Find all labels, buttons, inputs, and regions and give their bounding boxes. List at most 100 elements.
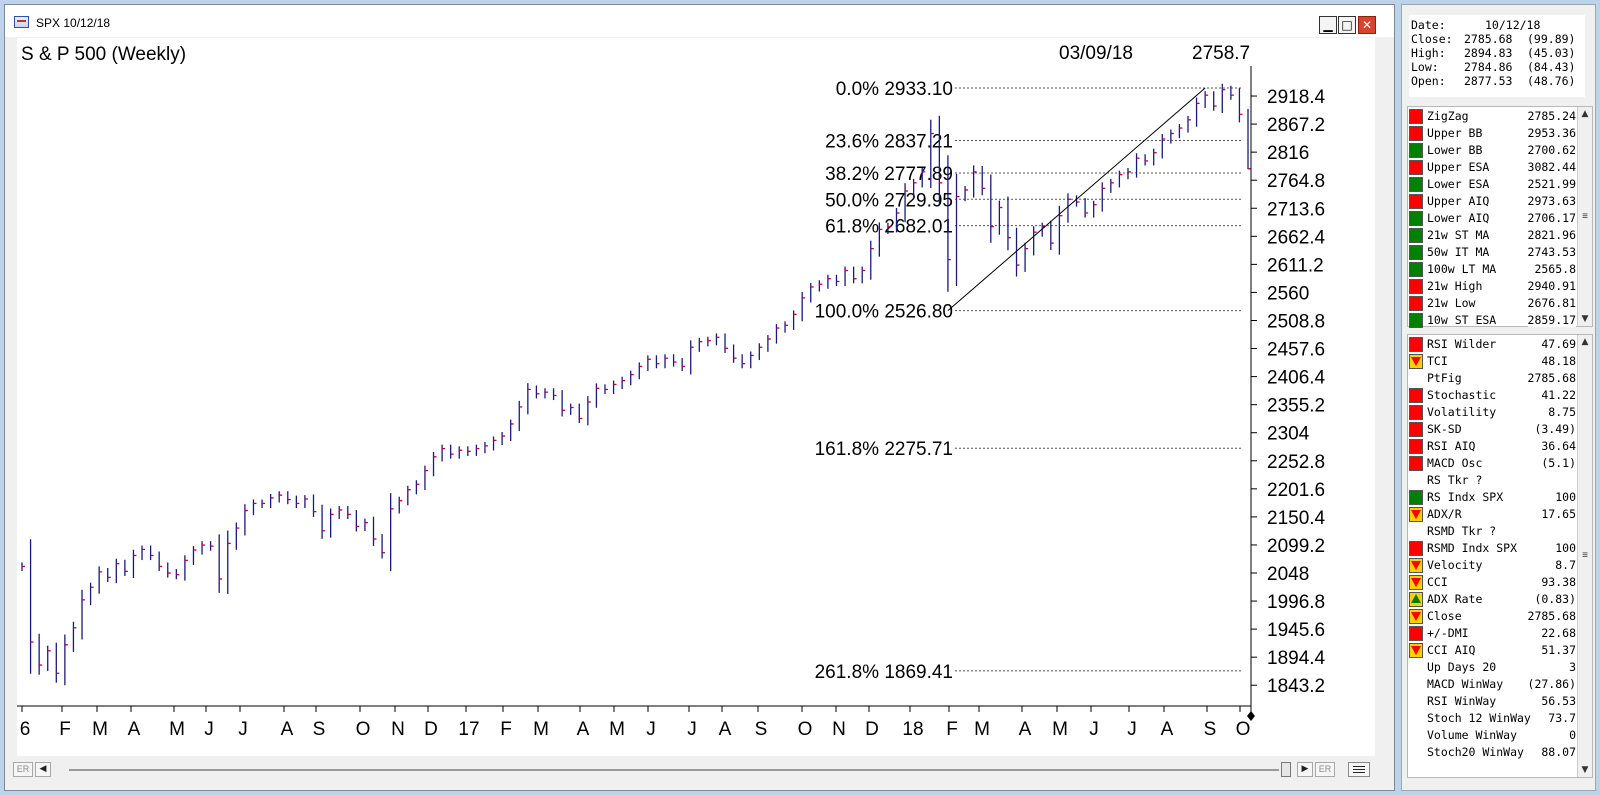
x-tick-label: O: [798, 719, 813, 740]
window-title: SPX 10/12/18: [36, 16, 111, 30]
fib-level-label: 261.8% 1869.41: [815, 662, 953, 683]
scroll-left-arrow[interactable]: ◀: [35, 762, 51, 777]
price-chart[interactable]: S & P 500 (Weekly) 03/09/18 2758.7 0.0% …: [17, 38, 1375, 756]
indicator-row[interactable]: Volume WinWay 0: [1408, 727, 1578, 744]
scroll-right-arrow[interactable]: ▶: [1297, 762, 1313, 777]
y-tick-label: 2611.2: [1267, 255, 1324, 276]
scroll-up-arrow[interactable]: ▲: [1581, 337, 1589, 347]
scroll-up-arrow[interactable]: ▲: [1581, 109, 1589, 119]
indicator-row[interactable]: Lower BB 2700.62: [1408, 142, 1578, 159]
x-tick-label: F: [500, 719, 512, 740]
scroll-down-arrow[interactable]: ▼: [1581, 765, 1589, 775]
indicator-row[interactable]: 21w ST MA 2821.96: [1408, 227, 1578, 244]
indicator-row[interactable]: Stoch 12 WinWay 73.7: [1408, 710, 1578, 727]
x-tick-label: A: [1161, 719, 1174, 740]
oscillator-indicators-list[interactable]: ▲ ≡ ▼ RSI Wilder 47.69 TCI 48.18 PtFig 2785.6…: [1407, 334, 1593, 778]
scroll-er-left[interactable]: ER: [13, 762, 33, 777]
indicator-row[interactable]: Up Days 20 3: [1408, 659, 1578, 676]
indicator-row[interactable]: TCI 48.18: [1408, 353, 1578, 370]
summary-value: 2785.68: [1464, 32, 1513, 46]
indicator-row[interactable]: 100w LT MA 2565.8: [1408, 261, 1578, 278]
scroll-er-right[interactable]: ER: [1315, 762, 1335, 777]
indicator-row[interactable]: Close 2785.68: [1408, 608, 1578, 625]
indicator-value: 3082.44: [1527, 160, 1576, 174]
indicator-row[interactable]: Upper ESA 3082.44: [1408, 159, 1578, 176]
scroll-down-arrow[interactable]: ▼: [1581, 314, 1589, 324]
x-tick-label: S: [755, 719, 768, 740]
chart-app-icon[interactable]: [14, 16, 29, 28]
x-tick-label: 17: [458, 719, 479, 740]
indicator-row[interactable]: MACD WinWay (27.86): [1408, 676, 1578, 693]
indicator-row[interactable]: Upper AIQ 2973.63: [1408, 193, 1578, 210]
indicator-label: Close: [1427, 609, 1462, 623]
indicator-row[interactable]: ADX Rate (0.83): [1408, 591, 1578, 608]
minimize-button[interactable]: ▁: [1319, 16, 1337, 34]
indicator-row[interactable]: 50w IT MA 2743.53: [1408, 244, 1578, 261]
indicator-row[interactable]: RSI Wilder 47.69: [1408, 336, 1578, 353]
oscillators-scrollbar[interactable]: ▲ ≡ ▼: [1577, 335, 1592, 777]
x-tick-label: N: [832, 719, 846, 740]
indicator-row[interactable]: Velocity 8.7: [1408, 557, 1578, 574]
scroll-thumb[interactable]: [1281, 762, 1291, 777]
indicator-row[interactable]: SK-SD (3.49): [1408, 421, 1578, 438]
indicator-label: 21w ST MA: [1427, 228, 1490, 242]
indicator-row[interactable]: PtFig 2785.68: [1408, 370, 1578, 387]
indicator-label: Lower ESA: [1427, 177, 1490, 191]
indicator-row[interactable]: Volatility 8.75: [1408, 404, 1578, 421]
y-axis: 2918.4 2867.2 2816 2764.8 2713.6 2662.4 2611.2…: [1250, 66, 1326, 716]
menu-icon[interactable]: [1348, 762, 1370, 777]
indicator-row[interactable]: Stoch20 WinWay 88.07: [1408, 744, 1578, 761]
indicator-value: 100: [1555, 541, 1576, 555]
x-tick-label: A: [128, 719, 141, 740]
indicator-row[interactable]: RS Tkr ?: [1408, 472, 1578, 489]
indicator-row[interactable]: RSMD Indx SPX 100: [1408, 540, 1578, 557]
horizontal-scrollbar[interactable]: ER ◀ ▶ ER: [13, 760, 1379, 780]
indicator-row[interactable]: ZigZag 2785.24: [1408, 108, 1578, 125]
x-tick-label: F: [946, 719, 958, 740]
indicator-row[interactable]: 21w High 2940.91: [1408, 278, 1578, 295]
chart-canvas[interactable]: S & P 500 (Weekly) 03/09/18 2758.7 0.0% …: [17, 38, 1375, 756]
indicator-value: 22.68: [1541, 626, 1576, 640]
indicator-label: PtFig: [1427, 371, 1462, 385]
indicator-row[interactable]: Upper BB 2953.36: [1408, 125, 1578, 142]
trendline-segment: [947, 87, 1206, 312]
indicator-label: Volatility: [1427, 405, 1497, 419]
indicator-row[interactable]: RSMD Tkr ?: [1408, 523, 1578, 540]
indicator-row[interactable]: CCI AIQ 51.37: [1408, 642, 1578, 659]
scroll-track[interactable]: [69, 769, 1279, 771]
y-tick-label: 2048: [1267, 564, 1309, 585]
x-tick-label: M: [974, 719, 990, 740]
y-tick-label: 2560: [1267, 283, 1309, 304]
summary-value: 10/12/18: [1485, 18, 1541, 32]
indicator-row[interactable]: RS Indx SPX 100: [1408, 489, 1578, 506]
scroll-grip-icon[interactable]: ≡: [1582, 550, 1588, 561]
indicator-row[interactable]: ADX/R 17.65: [1408, 506, 1578, 523]
indicator-row[interactable]: 21w Low 2676.81: [1408, 295, 1578, 312]
signal-green-icon: [1409, 245, 1423, 260]
scroll-grip-icon[interactable]: ≡: [1582, 210, 1588, 222]
indicator-row[interactable]: RSI AIQ 36.64: [1408, 438, 1578, 455]
x-tick-label: F: [59, 719, 71, 740]
x-tick-label: N: [391, 719, 405, 740]
indicators-scrollbar[interactable]: ▲ ≡ ▼: [1577, 107, 1592, 326]
signal-red-icon: [1409, 626, 1423, 641]
signal-red-icon: [1409, 405, 1423, 420]
trend-indicators-list[interactable]: ▲ ≡ ▼ ZigZag 2785.24 Upper BB 2953.36 Lower …: [1407, 106, 1593, 329]
indicator-row[interactable]: RSI WinWay 56.53: [1408, 693, 1578, 710]
indicator-row[interactable]: 10w ST ESA 2859.17: [1408, 312, 1578, 329]
indicator-row[interactable]: Lower AIQ 2706.17: [1408, 210, 1578, 227]
indicator-row[interactable]: MACD Osc (5.1): [1408, 455, 1578, 472]
x-tick-label: A: [281, 719, 294, 740]
indicator-value: (5.1): [1541, 456, 1576, 470]
indicator-row[interactable]: Stochastic 41.22: [1408, 387, 1578, 404]
fib-level-label: 100.0% 2526.80: [815, 302, 953, 323]
price-bars: [21, 83, 1251, 686]
close-button[interactable]: ✕: [1358, 16, 1376, 34]
current-bar-marker-icon: [1247, 711, 1255, 721]
maximize-button[interactable]: □: [1338, 16, 1356, 34]
indicator-row[interactable]: Lower ESA 2521.99: [1408, 176, 1578, 193]
indicator-row[interactable]: CCI 93.38: [1408, 574, 1578, 591]
signal-red-icon: [1409, 439, 1423, 454]
indicator-value: 93.38: [1541, 575, 1576, 589]
indicator-row[interactable]: +/-DMI 22.68: [1408, 625, 1578, 642]
